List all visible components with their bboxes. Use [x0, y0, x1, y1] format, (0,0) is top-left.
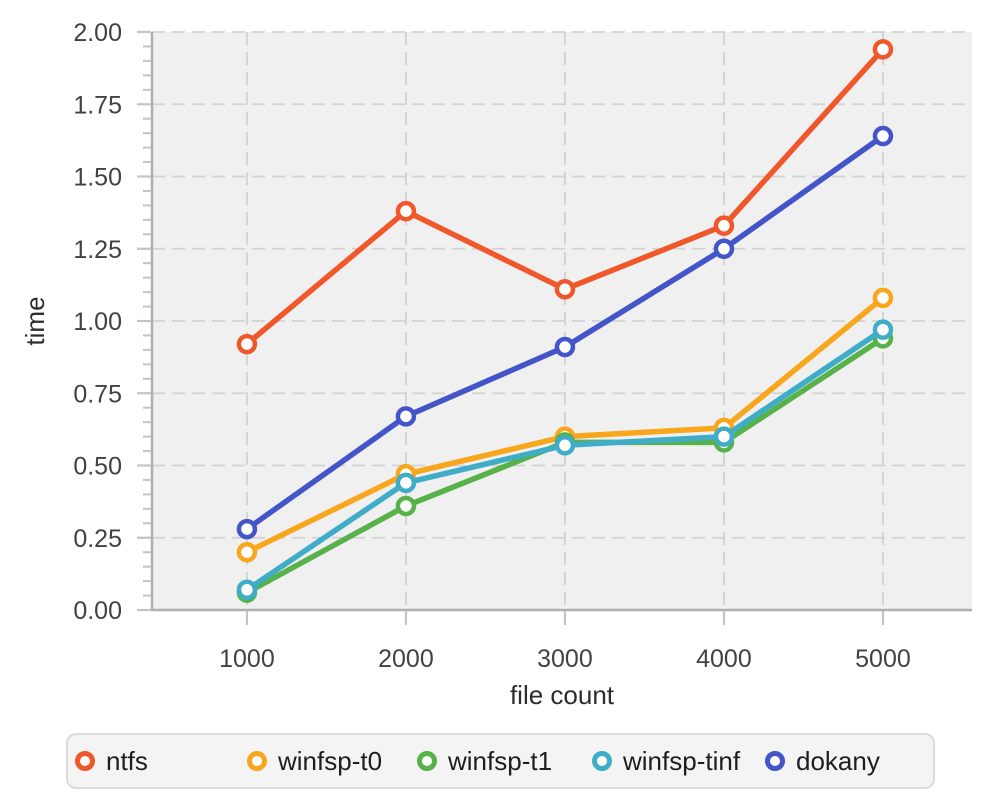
y-axis-title: time [20, 296, 50, 345]
series-marker-winfsp-tinf-2000 [395, 472, 417, 494]
series-marker-dokany-2000 [395, 406, 417, 427]
series-marker-winfsp-t0-5000 [872, 287, 894, 309]
y-tick-label-1.25: 1.25 [73, 236, 122, 264]
y-tick-label-0.25: 0.25 [73, 525, 122, 553]
legend-marker-winfsp-t0 [247, 751, 267, 771]
series-marker-winfsp-t1-2000 [395, 495, 417, 517]
legend-label-winfsp-tinf: winfsp-tinf [623, 746, 741, 776]
legend-item-ntfs: ntfs [75, 735, 148, 787]
series-marker-ntfs-3000 [554, 278, 576, 300]
series-marker-dokany-1000 [236, 518, 258, 540]
y-tick-label-1.75: 1.75 [73, 91, 122, 119]
x-tick-label-1000: 1000 [219, 645, 275, 673]
legend-label-dokany: dokany [796, 746, 880, 776]
series-marker-winfsp-tinf-5000 [872, 319, 894, 340]
legend-label-ntfs: ntfs [106, 746, 148, 776]
legend-item-winfsp-t0: winfsp-t0 [247, 735, 382, 787]
legend-item-winfsp-tinf: winfsp-tinf [592, 735, 740, 787]
series-marker-ntfs-2000 [395, 200, 417, 222]
x-axis-title: file count [510, 680, 615, 710]
x-tick-label-2000: 2000 [378, 645, 434, 673]
series-marker-dokany-4000 [713, 238, 735, 259]
legend-marker-ntfs [75, 751, 95, 771]
legend-marker-dokany [765, 751, 785, 771]
series-marker-winfsp-tinf-3000 [554, 435, 576, 456]
legend-item-winfsp-t1: winfsp-t1 [417, 735, 552, 787]
legend-label-winfsp-t1: winfsp-t1 [448, 746, 553, 776]
series-marker-winfsp-tinf-4000 [713, 426, 735, 447]
series-marker-dokany-5000 [872, 125, 894, 147]
legend-marker-winfsp-tinf [592, 751, 612, 771]
series-marker-winfsp-t0-1000 [236, 541, 258, 563]
legend-item-dokany: dokany [765, 735, 880, 787]
x-tick-label-4000: 4000 [696, 645, 752, 673]
series-marker-ntfs-5000 [872, 39, 894, 60]
y-tick-label-1.50: 1.50 [73, 164, 122, 192]
x-tick-label-5000: 5000 [855, 645, 911, 673]
legend: ntfs winfsp-t0 winfsp-t1 winfsp-tinf dokany [66, 733, 935, 789]
series-marker-dokany-3000 [554, 336, 576, 358]
series-marker-ntfs-4000 [713, 215, 735, 236]
legend-label-winfsp-t0: winfsp-t0 [278, 746, 383, 776]
y-tick-label-1.00: 1.00 [73, 308, 122, 336]
y-tick-label-2.00: 2.00 [73, 19, 122, 47]
x-tick-label-3000: 3000 [537, 645, 593, 673]
y-tick-label-0.75: 0.75 [73, 380, 122, 408]
series-marker-winfsp-tinf-1000 [236, 579, 258, 601]
legend-marker-winfsp-t1 [417, 751, 437, 771]
y-tick-label-0.50: 0.50 [73, 453, 122, 481]
series-marker-ntfs-1000 [236, 333, 258, 355]
y-tick-label-0.00: 0.00 [73, 597, 122, 625]
